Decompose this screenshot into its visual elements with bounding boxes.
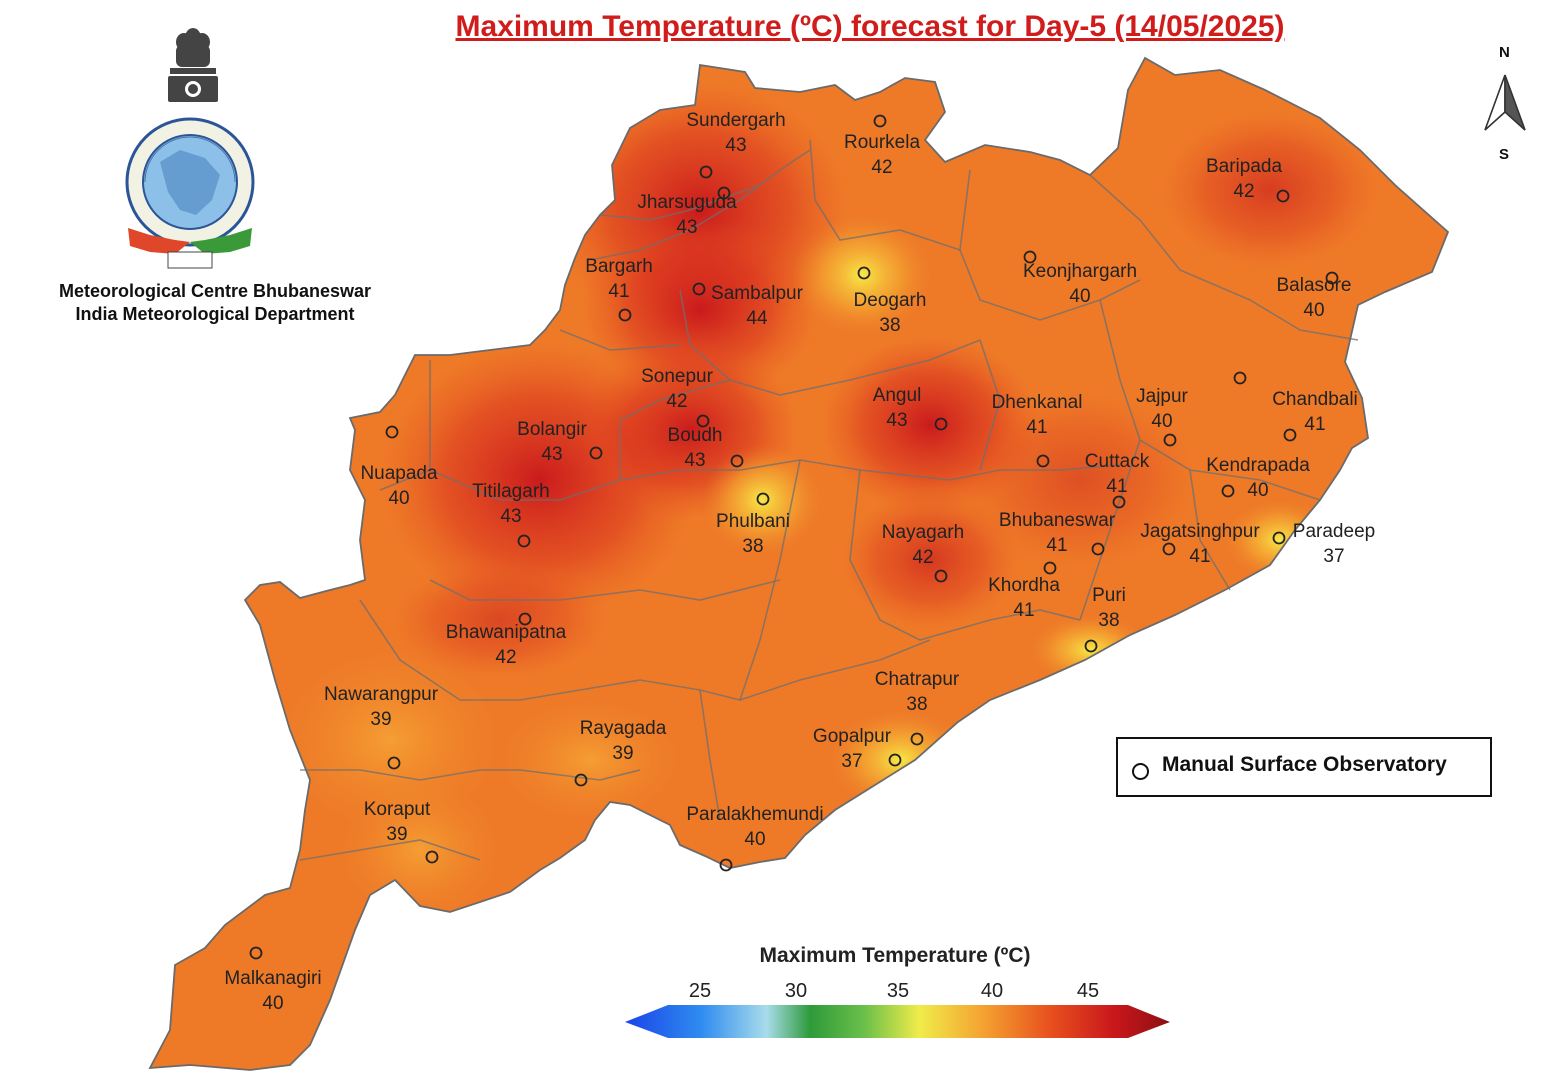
station-label-bhawanipatna: Bhawanipatna 42 <box>445 622 567 668</box>
station-label-rourkela: Rourkela 42 <box>843 132 921 178</box>
station-label-puri: Puri 38 <box>1092 585 1126 631</box>
station-marker-icon <box>517 534 531 548</box>
station-marker-icon <box>1325 271 1339 285</box>
map-title: Maximum Temperature (ºC) forecast for Da… <box>455 10 1285 43</box>
station-label-sonepur: Sonepur 42 <box>641 366 713 412</box>
district-boundaries <box>299 139 1359 861</box>
station-marker-icon <box>1276 189 1290 203</box>
station-marker-icon <box>934 417 948 431</box>
station-label-nayagarh: Nayagarh 42 <box>881 522 965 568</box>
station-label-jagatsinghpur: Jagatsinghpur 41 <box>1140 521 1260 567</box>
station-marker-icon <box>888 753 902 767</box>
station-marker-icon <box>1221 484 1235 498</box>
imd-logo <box>125 28 255 269</box>
station-label-kendrapada: Kendrapada 40 <box>1206 455 1310 501</box>
station-marker-icon <box>910 732 924 746</box>
colorbar-tick: 45 <box>1076 980 1100 1002</box>
station-marker-icon <box>574 773 588 787</box>
station-label-jajpur: Jajpur 40 <box>1136 386 1188 432</box>
station-marker-icon <box>717 186 731 200</box>
station-label-jharsuguda: Jharsuguda 43 <box>637 192 737 238</box>
station-label-koraput: Koraput 39 <box>363 799 431 845</box>
station-marker-icon <box>699 165 713 179</box>
national-emblem-icon <box>168 28 218 102</box>
station-label-rayagada: Rayagada 39 <box>579 718 667 764</box>
station-marker-icon <box>1023 250 1037 264</box>
station-marker-icon <box>385 425 399 439</box>
station-label-nawarangpur: Nawarangpur 39 <box>323 684 439 730</box>
station-label-angul: Angul 43 <box>872 385 922 431</box>
station-label-dhenkanal: Dhenkanal 41 <box>991 392 1083 438</box>
station-marker-icon <box>730 454 744 468</box>
station-marker-icon <box>1112 495 1126 509</box>
colorbar-tick: 35 <box>886 980 910 1002</box>
station-marker-icon <box>696 414 710 428</box>
station-label-chatrapur: Chatrapur 38 <box>874 669 960 715</box>
station-marker-icon <box>1272 531 1286 545</box>
station-label-nuapada: Nuapada 40 <box>360 463 438 509</box>
station-marker-icon <box>618 308 632 322</box>
station-marker-icon <box>387 756 401 770</box>
station-label-boudh: Boudh 43 <box>667 425 723 471</box>
north-arrow-icon <box>1484 74 1526 131</box>
compass-south-label: S <box>1499 146 1510 163</box>
station-marker-icon <box>589 446 603 460</box>
colorbar-tick: 25 <box>688 980 712 1002</box>
station-label-paradeep: Paradeep 37 <box>1292 521 1376 567</box>
organization-name: Meteorological Centre Bhubaneswar India … <box>20 280 410 326</box>
station-marker-icon <box>1233 371 1247 385</box>
station-label-bargarh: Bargarh 41 <box>585 256 653 302</box>
station-label-khordha: Khordha 41 <box>988 575 1060 621</box>
station-marker-icon <box>857 266 871 280</box>
station-label-keonjhargarh: Keonjhargarh 40 <box>1022 261 1138 307</box>
station-marker-icon <box>873 114 887 128</box>
station-label-balasore: Balasore 40 <box>1276 275 1352 321</box>
station-marker-icon <box>1091 542 1105 556</box>
station-label-bolangir: Bolangir 43 <box>517 419 587 465</box>
station-marker-icon <box>249 946 263 960</box>
station-label-sambalpur: Sambalpur 44 <box>711 283 803 329</box>
colorbar <box>625 1005 1170 1038</box>
station-label-gopalpur: Gopalpur 37 <box>812 726 892 772</box>
station-marker-icon <box>934 569 948 583</box>
station-marker-icon <box>1043 561 1057 575</box>
station-markers <box>249 114 1339 960</box>
observatory-circle-icon <box>1132 763 1149 780</box>
station-label-chandbali: Chandbali 41 <box>1272 389 1358 435</box>
org-line-1: Meteorological Centre Bhubaneswar <box>58 281 372 301</box>
station-label-titilagarh: Titilagarh 43 <box>472 481 550 527</box>
station-marker-icon <box>1163 433 1177 447</box>
station-marker-icon <box>1036 454 1050 468</box>
station-label-bhubaneswar: Bhubaneswar 41 <box>998 510 1116 556</box>
colorbar-tick: 30 <box>784 980 808 1002</box>
station-marker-icon <box>425 850 439 864</box>
station-label-malkanagiri: Malkanagiri 40 <box>224 968 322 1014</box>
station-marker-icon <box>692 282 706 296</box>
station-marker-icon <box>518 612 532 626</box>
colorbar-tick: 40 <box>980 980 1004 1002</box>
org-line-2: India Meteorological Department <box>75 304 355 324</box>
station-label-cuttack: Cuttack 41 <box>1084 451 1150 497</box>
station-label-phulbani: Phulbani 38 <box>716 511 790 557</box>
station-marker-icon <box>756 492 770 506</box>
station-label-baripada: Baripada 42 <box>1205 156 1283 202</box>
station-marker-icon <box>1283 428 1297 442</box>
observatory-legend: Manual Surface Observatory <box>1116 737 1492 797</box>
station-label-sundergarh: Sundergarh 43 <box>686 110 786 156</box>
station-marker-icon <box>1162 542 1176 556</box>
colorbar-title: Maximum Temperature (ºC) <box>759 944 1031 967</box>
station-marker-icon <box>719 858 733 872</box>
station-label-paralakhemundi: Paralakhemundi 40 <box>686 804 824 850</box>
compass-north-label: N <box>1499 44 1510 61</box>
station-label-deogarh: Deogarh 38 <box>853 290 927 336</box>
observatory-legend-label: Manual Surface Observatory <box>1162 753 1447 776</box>
station-marker-icon <box>1084 639 1098 653</box>
